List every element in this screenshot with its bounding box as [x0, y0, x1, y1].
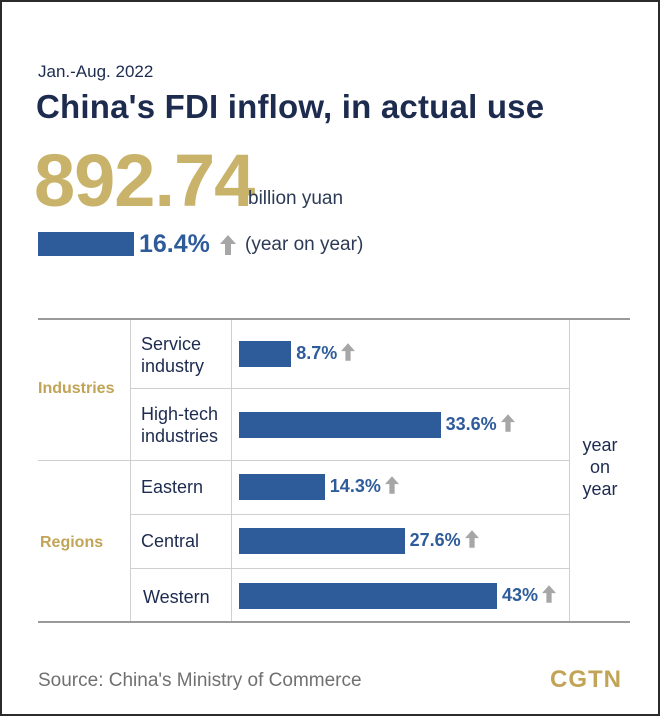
- headline-growth-bar: [38, 232, 134, 256]
- table-bottom-rule: [38, 621, 630, 623]
- table-top-rule: [38, 318, 630, 320]
- column-divider: [569, 320, 570, 621]
- year-on-year-note: year on year: [574, 434, 626, 500]
- up-arrow-icon: [542, 584, 557, 609]
- row-label-eastern: Eastern: [141, 477, 204, 497]
- bar-value-label: 8.7%: [296, 343, 338, 363]
- group-divider: [38, 460, 570, 461]
- page-title: China's FDI inflow, in actual use: [36, 88, 545, 125]
- row-divider: [130, 388, 570, 389]
- row-label-line: industries: [141, 426, 219, 446]
- up-arrow-icon: [384, 475, 399, 500]
- row-divider: [130, 514, 570, 515]
- bar-value-label: 14.3%: [329, 476, 381, 496]
- row-divider: [130, 568, 570, 569]
- source-note: Source: China's Ministry of Commerce: [38, 670, 362, 691]
- total-fdi-unit: billion yuan: [248, 188, 344, 209]
- bar: [239, 412, 441, 438]
- row-label-line: High-tech: [141, 404, 219, 424]
- row-label-high-tech: High-tech industries: [141, 403, 218, 447]
- column-divider: [130, 320, 131, 621]
- bar: [239, 583, 497, 609]
- up-arrow-icon: [220, 235, 236, 255]
- row-label-service-industry: Service industry: [141, 333, 204, 377]
- bar: [239, 528, 405, 554]
- yoy-line: on: [589, 457, 611, 477]
- up-arrow-icon: [464, 529, 479, 554]
- up-arrow-icon: [341, 342, 356, 367]
- group-label-industries: Industries: [38, 380, 115, 397]
- yoy-line: year: [582, 479, 618, 499]
- headline-growth-label: 16.4%: [139, 230, 210, 258]
- yoy-line: year: [582, 435, 618, 455]
- bar: [239, 341, 292, 367]
- total-fdi-value: 892.74: [34, 139, 255, 222]
- row-label-line: industry: [141, 356, 205, 376]
- period-label: Jan.-Aug. 2022: [38, 62, 154, 81]
- column-divider: [231, 320, 232, 621]
- group-label-regions: Regions: [40, 534, 104, 551]
- bar-value-label: 27.6%: [409, 530, 461, 550]
- bar-value-label: 33.6%: [445, 414, 497, 434]
- bar: [239, 474, 325, 500]
- row-label-central: Central: [141, 531, 200, 551]
- headline-growth-note: (year on year): [245, 234, 364, 255]
- up-arrow-icon: [500, 413, 515, 438]
- bar-value-label: 43%: [502, 585, 539, 605]
- row-label-line: Service: [141, 334, 202, 354]
- cgtn-logo: CGTN: [550, 666, 622, 693]
- row-label-western: Western: [143, 587, 210, 607]
